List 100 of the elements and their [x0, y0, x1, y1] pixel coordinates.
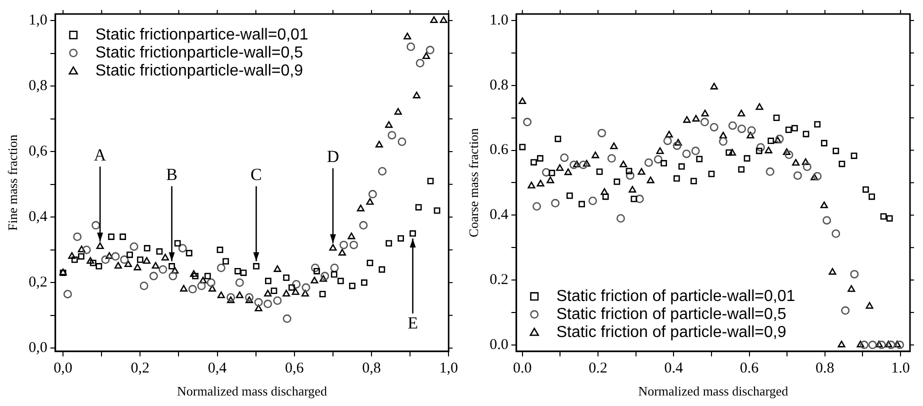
point [319, 290, 326, 298]
point [542, 168, 550, 177]
point [635, 194, 644, 204]
x-tick-label: 0.0 [513, 360, 532, 376]
point [90, 260, 96, 266]
point [868, 193, 876, 200]
annotation: B [166, 165, 178, 184]
point [838, 160, 846, 168]
x-axis-title: Normalized mass discharged [177, 384, 328, 399]
point [607, 154, 616, 163]
point [71, 256, 78, 263]
point [820, 140, 828, 146]
point [564, 168, 572, 176]
point [690, 178, 697, 184]
point [338, 248, 346, 256]
y-tick-label: 0,4 [28, 209, 48, 226]
y-tick-label: 0.4 [490, 207, 509, 224]
point [366, 260, 374, 266]
point [292, 280, 301, 288]
point [368, 190, 377, 198]
point [350, 240, 358, 250]
point [554, 136, 562, 142]
point [832, 148, 840, 154]
point [264, 300, 272, 308]
point [848, 285, 856, 292]
x-tick-label: 0,8 [362, 360, 381, 376]
point [747, 126, 756, 135]
point [756, 143, 765, 152]
point [320, 272, 330, 280]
point [850, 270, 859, 278]
point [620, 160, 628, 168]
point [523, 118, 532, 126]
point [156, 248, 163, 255]
point [349, 282, 356, 290]
point [330, 264, 339, 272]
point [862, 186, 869, 193]
point [588, 196, 597, 206]
point [756, 103, 764, 110]
point [626, 168, 632, 174]
x-axis-title: Normalized mass discharged [638, 384, 789, 399]
x-tick-label: 1,0 [439, 360, 458, 376]
point [366, 198, 374, 205]
point [234, 268, 241, 274]
point [245, 293, 254, 302]
point [330, 271, 338, 278]
point [235, 278, 244, 287]
point [226, 293, 236, 302]
point [738, 110, 746, 116]
point [427, 178, 434, 184]
point [868, 340, 877, 350]
point [578, 200, 585, 208]
point [386, 240, 392, 246]
point [838, 340, 846, 348]
point [434, 207, 440, 214]
point [348, 232, 356, 240]
point [810, 174, 818, 180]
x-tick-label: 0,2 [130, 360, 150, 376]
point [600, 188, 608, 195]
point [566, 192, 573, 199]
point [149, 272, 158, 280]
point [236, 291, 244, 298]
point [530, 159, 537, 166]
point [766, 167, 774, 176]
point [216, 246, 224, 254]
point [519, 144, 526, 150]
point [178, 244, 187, 252]
point [813, 172, 822, 180]
point [573, 160, 581, 168]
point [665, 130, 673, 138]
point [893, 340, 901, 348]
point [737, 124, 746, 134]
point [692, 114, 700, 122]
point [190, 270, 198, 277]
point [140, 282, 148, 290]
point [802, 162, 812, 172]
x-tick-label: 0,6 [285, 360, 304, 376]
point [86, 257, 94, 264]
point [610, 142, 618, 150]
point [884, 340, 892, 348]
point [142, 257, 150, 264]
point [158, 265, 168, 274]
point [208, 284, 216, 292]
point [536, 155, 544, 162]
point [719, 132, 727, 138]
y-axis-title: Coarse mass fraction [466, 128, 482, 238]
point [682, 150, 691, 158]
x-tick-label: 0.2 [588, 360, 608, 376]
y-tick-label: 0.2 [490, 272, 508, 288]
point [282, 290, 290, 297]
point [302, 283, 310, 292]
point [199, 276, 207, 284]
point [398, 138, 406, 146]
point [886, 340, 896, 350]
legend-label: Static frictionpartice-wall=0,01 [95, 26, 308, 44]
point [217, 291, 225, 298]
y-tick-label: 0,8 [28, 78, 48, 94]
point [896, 340, 904, 350]
point [375, 140, 383, 148]
point [430, 16, 438, 23]
annotation: E [408, 313, 418, 332]
